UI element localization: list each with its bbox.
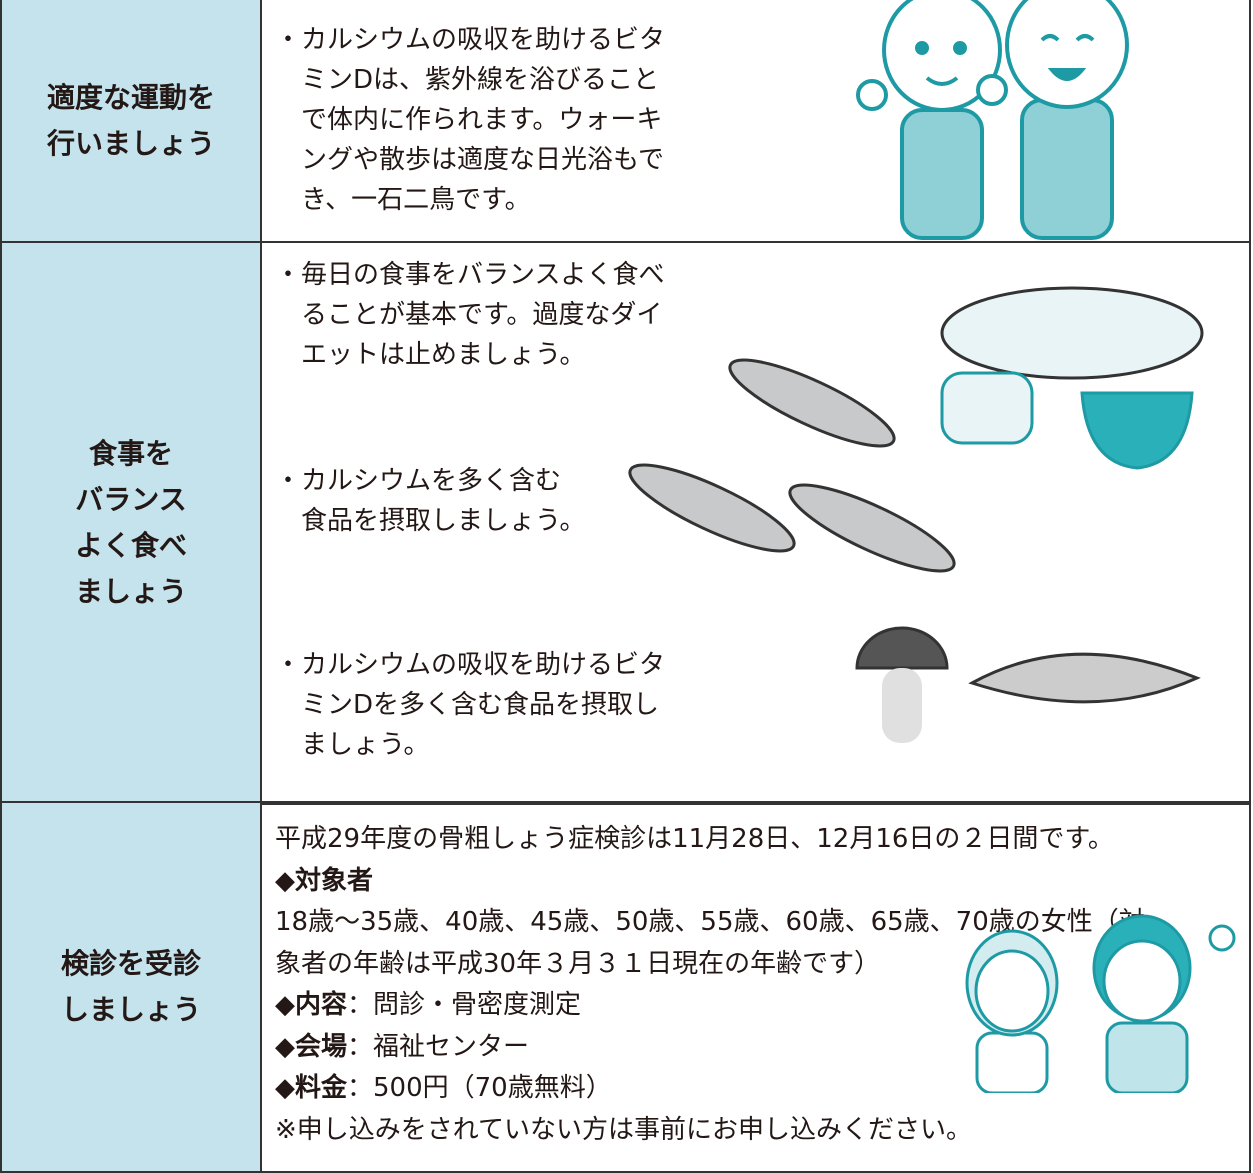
intro: 平成29年度の骨粗しょう症検診は11月28日、12月16日の２日間です。	[275, 824, 1114, 854]
header-line: 適度な運動を	[46, 80, 215, 114]
row-diet: 食事を バランス よく食べ ましょう ・毎日の食事をバランスよく食べ ることが基…	[0, 241, 1251, 805]
section-text: ：福祉センター	[347, 1031, 530, 1062]
header-line: 食事を	[88, 437, 173, 470]
text-line: ・カルシウムの吸収を助けるビタ	[275, 25, 666, 55]
text-line: ・カルシウムを多く含む	[275, 466, 562, 496]
row-header: 食事を バランス よく食べ ましょう	[2, 243, 262, 803]
section-text: ：500円（70歳無料）	[347, 1073, 612, 1103]
text-line: ミンDを多く含む食品を摂取し	[275, 690, 660, 720]
row-header: 適度な運動を 行いましょう	[2, 0, 262, 241]
item: ・毎日の食事をバランスよく食べ ることが基本です。過度なダイ エットは止めましょ…	[275, 255, 664, 375]
text-line: ・カルシウムの吸収を助けるビタ	[275, 650, 666, 680]
text-line: エットは止めましょう。	[275, 340, 586, 370]
row-exercise: 適度な運動を 行いましょう ・カルシウムの吸収を助けるビタ ミンDは、紫外線を浴…	[0, 0, 1251, 243]
header-line: 検診を受診	[60, 947, 201, 980]
text-line: ・毎日の食事をバランスよく食べ	[275, 260, 665, 290]
section-label: ◆対象者	[275, 865, 373, 896]
text-line: 食品を摂取しましょう。	[275, 506, 586, 536]
illustration-women	[965, 914, 1236, 1093]
header-line: ましょう	[74, 575, 187, 608]
item: ・カルシウムを多く含む 食品を摂取しましょう。	[275, 461, 585, 541]
header-line: しましょう	[60, 993, 201, 1026]
text-line: ましょう。	[275, 730, 430, 760]
section-label: ◆料金	[275, 1073, 347, 1103]
text-line: き、一石二鳥です。	[275, 185, 531, 215]
text-line: ミンDは、紫外線を浴びること	[275, 65, 660, 95]
row-header: 検診を受診 しましょう	[2, 803, 262, 1171]
text-line: 象者の年齢は平成30年３月３１日現在の年齢です）	[275, 948, 881, 979]
text-line: ングや散歩は適度な日光浴もで	[275, 145, 664, 175]
item: ・カルシウムの吸収を助けるビタ ミンDを多く含む食品を摂取し ましょう。	[275, 645, 665, 765]
illustration-elderly-couple	[856, 0, 1129, 240]
header-line: 行いましょう	[46, 126, 215, 160]
item: ・カルシウムの吸収を助けるビタ ミンDは、紫外線を浴びること で体内に作られます…	[275, 20, 665, 220]
text-line: ることが基本です。過度なダイ	[275, 300, 663, 330]
header-line: よく食べ	[74, 529, 187, 562]
header-line: バランス	[75, 483, 187, 516]
checkup-info: 平成29年度の骨粗しょう症検診は11月28日、12月16日の２日間です。 ◆対象…	[275, 819, 1145, 1151]
note: ※申し込みをされていない方は事前にお申し込みください。	[275, 1114, 973, 1145]
section-text: ：問診・骨密度測定	[347, 990, 582, 1020]
text-line: で体内に作られます。ウォーキ	[275, 105, 663, 135]
section-label: ◆内容	[275, 990, 347, 1020]
row-checkup: 検診を受診 しましょう 平成29年度の骨粗しょう症検診は11月28日、12月16…	[0, 801, 1251, 1173]
illustration-food	[628, 286, 1204, 743]
section-label: ◆会場	[275, 1031, 347, 1062]
